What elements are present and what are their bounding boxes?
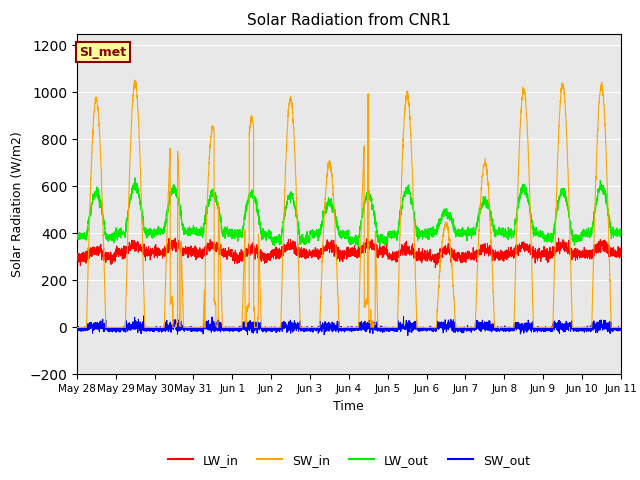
Text: SI_met: SI_met <box>79 46 127 59</box>
X-axis label: Time: Time <box>333 400 364 413</box>
Title: Solar Radiation from CNR1: Solar Radiation from CNR1 <box>247 13 451 28</box>
Legend: LW_in, SW_in, LW_out, SW_out: LW_in, SW_in, LW_out, SW_out <box>163 449 535 472</box>
Y-axis label: Solar Radiation (W/m2): Solar Radiation (W/m2) <box>11 131 24 277</box>
